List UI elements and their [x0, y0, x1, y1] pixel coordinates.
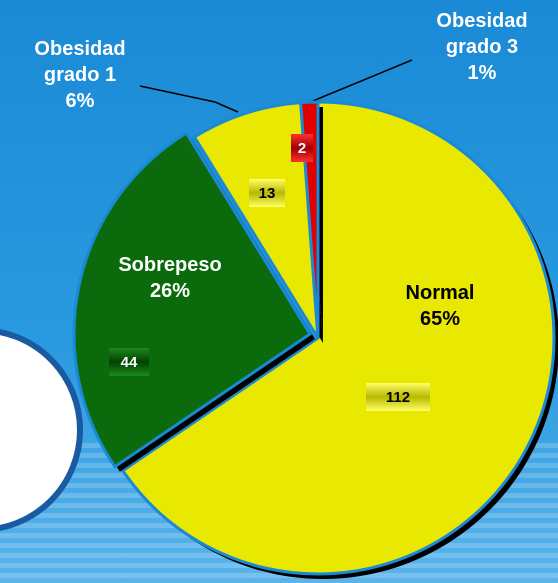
logo	[0, 330, 80, 530]
category-label: Sobrepeso	[95, 252, 245, 278]
category-label: Obesidad grado 3	[412, 8, 552, 60]
percent-label: 1%	[412, 60, 552, 86]
chart: 112 44 13 2 Normal65% Sobrepeso26% Obesidad g…	[0, 0, 558, 583]
percent-label: 26%	[95, 278, 245, 304]
leader-line	[140, 86, 238, 112]
leader-line	[306, 60, 412, 104]
category-label: Normal	[375, 280, 505, 306]
percent-label: 65%	[375, 306, 505, 332]
value-label: 2	[298, 140, 306, 157]
value-label: 44	[121, 354, 138, 371]
percent-label: 6%	[20, 88, 140, 114]
value-label: 112	[386, 389, 410, 406]
category-label: Obesidad grado 1	[20, 36, 140, 88]
value-label: 13	[259, 185, 276, 202]
